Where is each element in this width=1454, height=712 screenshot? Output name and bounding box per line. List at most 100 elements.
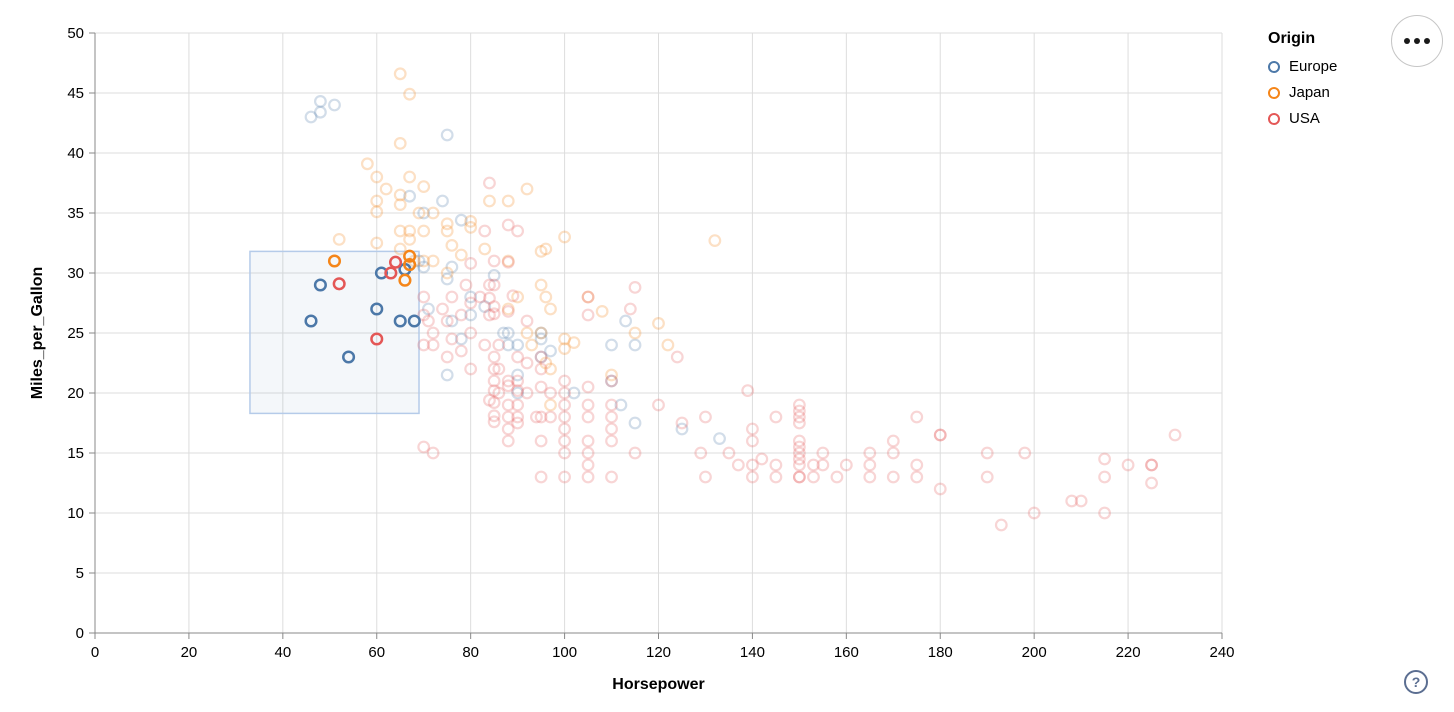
data-point xyxy=(501,422,515,436)
data-point xyxy=(445,238,459,252)
data-point xyxy=(520,182,534,196)
data-point xyxy=(839,458,853,472)
data-point xyxy=(534,362,548,376)
data-point xyxy=(370,236,384,250)
data-point xyxy=(483,176,496,190)
data-point xyxy=(534,350,548,364)
data-point xyxy=(816,458,830,472)
data-point xyxy=(581,290,595,304)
brush-selection[interactable] xyxy=(249,250,420,415)
data-point xyxy=(403,87,417,101)
data-point xyxy=(741,384,755,398)
data-point xyxy=(332,232,346,246)
data-point xyxy=(487,278,501,292)
data-point xyxy=(581,308,595,322)
data-point xyxy=(487,409,501,423)
data-point xyxy=(792,458,806,472)
data-point xyxy=(830,470,844,484)
data-point xyxy=(539,356,553,370)
data-point xyxy=(403,224,417,238)
data-point xyxy=(478,300,492,314)
data-point xyxy=(769,458,783,472)
data-point xyxy=(1018,446,1032,460)
help-link[interactable]: ? xyxy=(1404,670,1428,694)
ellipsis-icon xyxy=(1414,38,1420,44)
data-point-selected xyxy=(403,258,417,272)
data-point xyxy=(933,482,947,496)
data-point xyxy=(393,188,407,202)
data-point xyxy=(558,446,571,460)
data-point xyxy=(440,128,454,142)
data-point xyxy=(605,470,618,484)
data-point xyxy=(792,416,806,430)
data-point xyxy=(544,302,557,316)
data-point xyxy=(1074,494,1088,508)
data-point xyxy=(511,386,525,400)
data-points-europe-unselected xyxy=(304,94,726,446)
data-point xyxy=(506,289,520,303)
data-point xyxy=(558,398,571,412)
data-point xyxy=(544,362,557,376)
data-point xyxy=(623,302,637,316)
data-point xyxy=(581,446,595,460)
data-point xyxy=(558,422,571,436)
data-point xyxy=(426,338,440,352)
data-point-selected xyxy=(407,314,421,328)
data-point xyxy=(440,266,454,280)
data-point xyxy=(534,278,548,292)
data-point xyxy=(567,336,581,350)
data-point xyxy=(670,350,684,364)
data-point xyxy=(487,350,501,364)
data-point xyxy=(755,452,769,466)
data-point-selected xyxy=(332,277,346,291)
data-point xyxy=(746,434,759,448)
data-point xyxy=(1145,458,1158,472)
data-point-selected xyxy=(370,302,384,316)
data-point xyxy=(619,314,633,328)
data-point xyxy=(675,416,689,430)
data-point xyxy=(445,260,459,274)
data-point xyxy=(539,242,553,256)
data-point xyxy=(473,290,487,304)
data-point xyxy=(440,350,454,364)
data-point xyxy=(454,308,468,322)
data-point xyxy=(605,368,618,382)
data-point xyxy=(422,302,435,316)
x-tick-label: 180 xyxy=(928,644,953,661)
data-point xyxy=(628,338,642,352)
x-tick-label: 220 xyxy=(1116,644,1141,661)
x-tick-label: 100 xyxy=(552,644,577,661)
data-point xyxy=(487,254,501,268)
data-point xyxy=(403,170,417,184)
data-point-selected xyxy=(370,332,384,346)
x-tick-label: 160 xyxy=(834,644,859,661)
actions-menu-button[interactable] xyxy=(1391,15,1443,67)
legend-item-japan: Japan xyxy=(1268,84,1337,101)
data-point xyxy=(628,326,642,340)
data-point xyxy=(614,398,628,412)
data-point xyxy=(314,105,327,119)
data-point-selected xyxy=(388,255,403,269)
data-point xyxy=(544,386,557,400)
data-point xyxy=(910,470,924,484)
data-point xyxy=(792,470,806,484)
data-point xyxy=(464,214,478,228)
data-point xyxy=(501,302,515,316)
data-point xyxy=(487,396,501,410)
data-point xyxy=(497,326,510,340)
data-point xyxy=(1065,494,1079,508)
data-point xyxy=(605,398,618,412)
data-point xyxy=(910,410,924,424)
data-point xyxy=(487,384,501,398)
data-point xyxy=(933,428,947,442)
data-point xyxy=(464,257,478,270)
data-point xyxy=(426,326,440,340)
data-point xyxy=(520,356,534,370)
data-point xyxy=(816,446,830,460)
y-tick-label: 0 xyxy=(76,625,84,642)
data-point xyxy=(501,255,515,269)
data-point xyxy=(520,386,534,400)
data-point xyxy=(445,290,459,304)
data-point xyxy=(440,314,454,328)
